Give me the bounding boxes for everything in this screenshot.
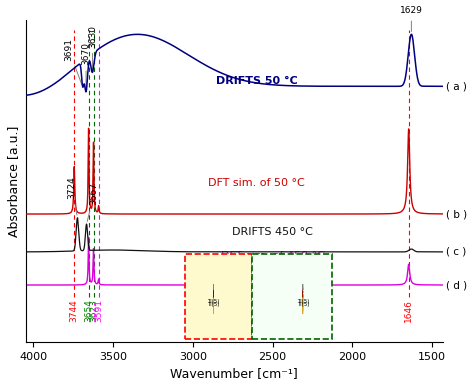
Text: 3591: 3591 — [94, 299, 103, 322]
Text: DRIFTS 450 °C: DRIFTS 450 °C — [232, 227, 313, 237]
Y-axis label: Absorbance [a.u.]: Absorbance [a.u.] — [7, 125, 20, 236]
Text: 3630: 3630 — [88, 25, 97, 70]
Text: 3691: 3691 — [64, 38, 82, 84]
Text: 3670: 3670 — [82, 43, 91, 89]
Text: 3744: 3744 — [70, 299, 79, 322]
Text: DFT sim. of 450 °C: DFT sim. of 450 °C — [220, 250, 325, 260]
Text: Ti(5): Ti(5) — [208, 302, 220, 307]
Bar — [252, 254, 331, 339]
Bar — [185, 254, 252, 339]
Text: ( a ): ( a ) — [447, 81, 467, 91]
Text: 3724: 3724 — [67, 176, 77, 215]
Text: ( c ): ( c ) — [447, 247, 466, 257]
Text: DFT sim. of 50 °C: DFT sim. of 50 °C — [208, 178, 305, 188]
X-axis label: Wavenumber [cm⁻¹]: Wavenumber [cm⁻¹] — [171, 367, 298, 380]
Text: Ti(5): Ti(5) — [208, 299, 220, 303]
Text: Ti(5): Ti(5) — [297, 302, 309, 307]
Text: ( d ): ( d ) — [447, 280, 467, 290]
Text: 3654: 3654 — [84, 299, 93, 322]
Text: O(2): O(2) — [208, 290, 219, 295]
Text: O(2): O(2) — [298, 290, 308, 295]
Text: 3623: 3623 — [89, 299, 98, 322]
Text: DRIFTS 50 °C: DRIFTS 50 °C — [216, 76, 298, 86]
Text: ( b ): ( b ) — [447, 209, 467, 219]
Text: 1646: 1646 — [404, 299, 413, 322]
Text: 1629: 1629 — [400, 7, 423, 31]
Text: Ti(5): Ti(5) — [297, 299, 309, 303]
Text: 3667: 3667 — [87, 182, 99, 221]
